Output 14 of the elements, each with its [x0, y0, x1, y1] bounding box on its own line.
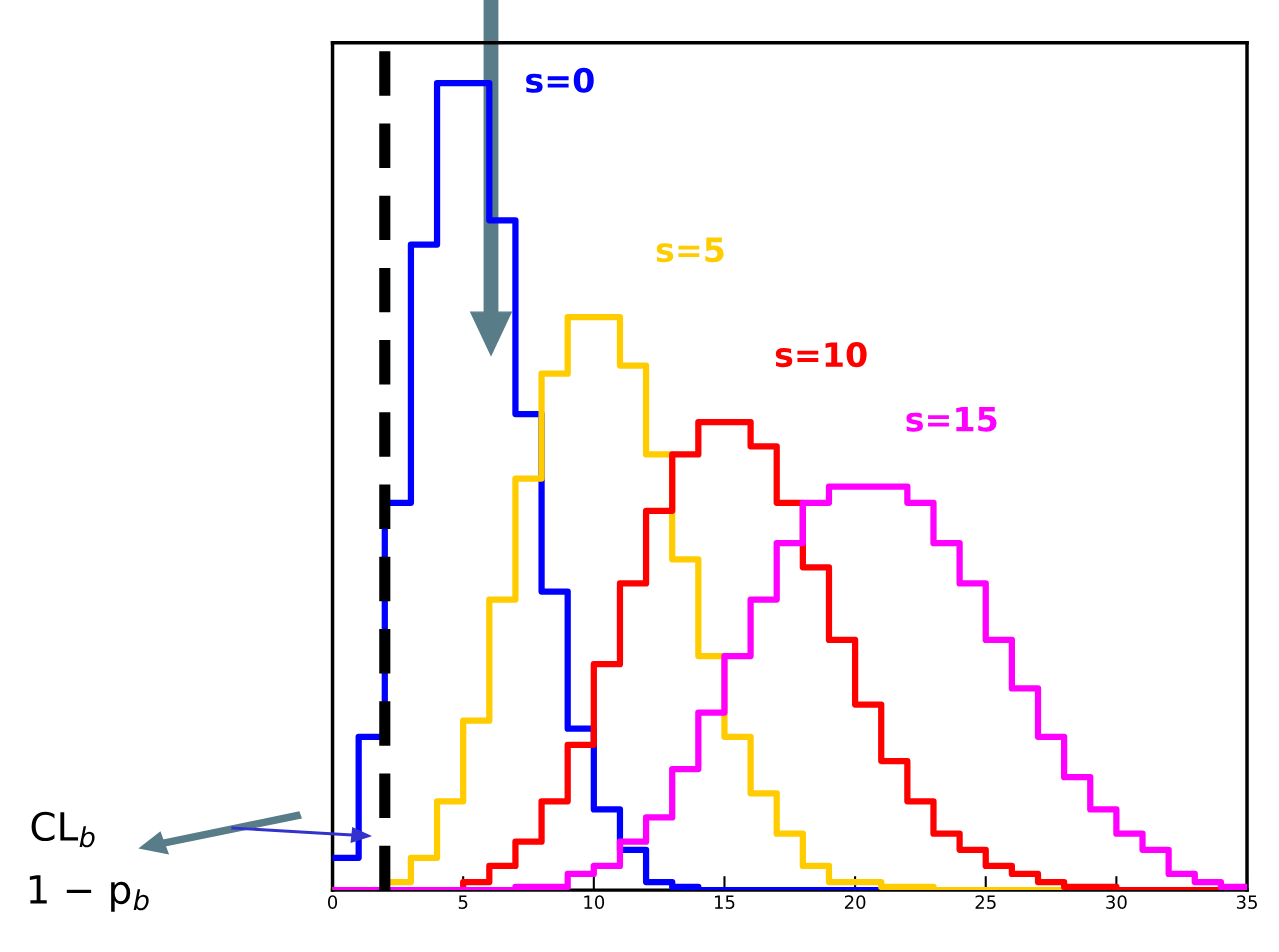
x-tick-label: 5: [458, 895, 468, 909]
x-tick-label: 25: [975, 895, 996, 909]
text: 1 − p$_{b}$: [29, 875, 149, 912]
text: CL$_{b}$: [31, 811, 95, 848]
x-tick-label: 10: [584, 895, 605, 909]
x-tick-label: 20: [844, 895, 866, 909]
x-tick-label: 30: [1106, 895, 1127, 909]
x-tick-label: 35: [1236, 895, 1257, 909]
series-label: s=15: [906, 406, 997, 432]
series-label: s=10: [775, 342, 867, 368]
x-tick-label: 15: [714, 895, 735, 909]
series-label: s=0: [526, 67, 594, 93]
series-label: s=5: [656, 237, 724, 263]
x-tick-label: 0: [327, 895, 338, 909]
